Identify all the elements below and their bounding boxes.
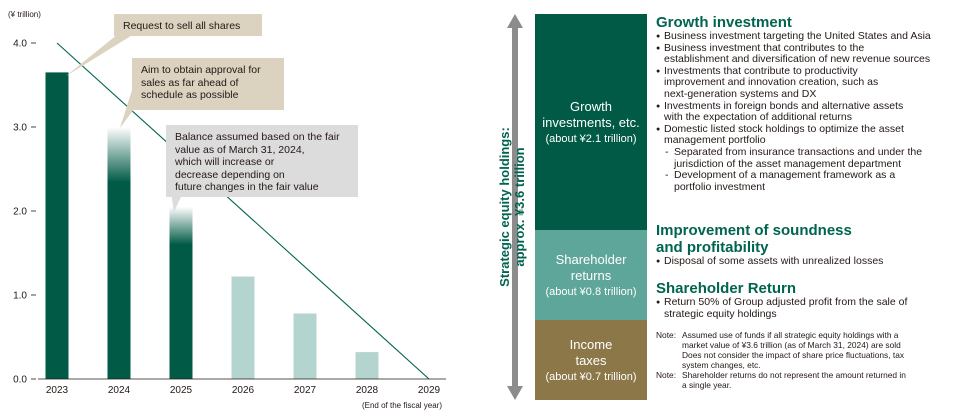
callout-fair-value-line4: decrease depending on [175,168,285,181]
bars [45,72,379,380]
soundness-section: Improvement of soundness and profitabili… [656,222,956,268]
x-tick-label: 2024 [108,385,131,396]
y-axis: 0.0 1.0 2.0 3.0 4.0 [13,39,36,386]
callout-early-approval: Aim to obtain approval for sales as far … [132,58,284,110]
segment-tax-line1: Income [569,336,613,352]
bar-2023 [45,72,69,380]
list-item: Disposal of some assets with unrealized … [656,255,956,268]
bar-2025 [169,206,193,379]
segment-share-line2: returns [570,267,612,283]
trend-line [56,42,430,380]
callout-fair-value-line1: Balance assumed based on the fair [175,131,340,143]
segment-growth-amount: (about ¥2.1 trillion) [545,132,637,145]
strategic-holdings-label: Strategic equity holdings: approx. ¥3.6 … [497,14,527,400]
list-item: Development of a management framework as… [656,170,956,182]
note-2-line1: Shareholder returns do not represent the… [682,370,906,380]
list-item: Investments that contribute to productiv… [656,65,956,78]
segment-growth-line2: investments, etc. [542,114,640,130]
shareholder-return-title: Shareholder Return [656,280,797,297]
note-1: Note: Assumed use of funds if all strate… [656,330,956,370]
list-item: management portfolio [664,134,766,147]
callout-early-approval-line2: sales as far ahead of [141,76,239,89]
note-1-line3: Does not consider the impact of share pr… [682,350,905,360]
shareholder-return-list: Return 50% of Group adjusted profit from… [656,296,956,320]
list-item: jurisdiction of the asset management dep… [674,157,902,170]
callout-early-approval-line3: schedule as possible [141,89,239,101]
list-item: next-generation systems and DX [664,87,817,100]
strategic-holdings-label-line2: approx. ¥3.6 trillion [512,147,527,267]
y-tick-label: 0.0 [13,375,27,386]
list-item: portfolio investment [674,180,766,193]
x-axis: 2023 2024 2025 2026 2027 2028 2029 [38,378,446,396]
x-tick-label: 2023 [46,385,69,396]
list-item: Return 50% of Group adjusted profit from… [656,296,956,309]
callout-fair-value: Balance assumed based on the fair value … [166,125,358,197]
x-tick-label: 2028 [356,385,379,396]
bar-2027 [293,313,317,379]
segment-tax-line2: taxes [575,352,607,368]
y-unit-label: (¥ trillion) [8,10,41,19]
callout-sell-all: Request to sell all shares [114,14,262,36]
list-item: improvement and innovation creation, suc… [664,76,879,89]
x-tick-label: 2029 [418,385,441,396]
x-tick-label: 2026 [232,385,255,396]
soundness-list: Disposal of some assets with unrealized … [656,255,956,268]
x-tick-label: 2027 [294,385,317,396]
segment-shareholder-returns: Shareholder returns (about ¥0.8 trillion… [535,230,647,320]
list-item: Business investment that contributes to … [656,42,956,55]
callout-fair-value-line2: value as of March 31, 2024, [175,143,305,156]
bar-2026 [231,276,255,379]
segment-share-amount: (about ¥0.8 trillion) [545,285,637,298]
y-tick-label: 2.0 [13,207,27,218]
growth-investment-section: Growth investment Business investment ta… [656,14,956,193]
callout-fair-value-line5: future changes in the fair value [175,181,319,193]
note-1-label: Note: [656,330,677,340]
note-1-line1: Assumed use of funds if all strategic eq… [682,330,899,340]
x-axis-note: (End of the fiscal year) [362,401,442,410]
x-tick-label: 2025 [170,385,193,396]
callout-sell-all-text: Request to sell all shares [123,20,241,32]
bar-2028 [355,352,379,379]
list-item: Domestic listed stock holdings to optimi… [656,123,956,136]
shareholder-return-section: Shareholder Return Return 50% of Group a… [656,280,956,320]
segment-growth-investments: Growth investments, etc. (about ¥2.1 tri… [535,14,647,230]
list-item: with the expectation of additional retur… [664,111,852,124]
y-tick-label: 1.0 [13,291,27,302]
segment-tax-amount: (about ¥0.7 trillion) [545,370,637,383]
bar-2024 [107,127,131,379]
double-arrow [507,14,523,400]
growth-investment-title: Growth investment [656,14,792,31]
strategic-holdings-label-line1: Strategic equity holdings: [497,127,512,287]
list-item: Business investment targeting the United… [656,30,956,43]
notes: Note: Assumed use of funds if all strate… [656,330,956,390]
soundness-title-line2: and profitability [656,239,769,256]
list-item: Separated from insurance transactions an… [656,146,956,159]
list-item: establishment and diversification of new… [664,53,931,66]
callout-fair-value-line3: which will increase or [175,156,275,168]
note-2: Note: Shareholder returns do not represe… [656,370,956,390]
note-2-line2: a single year. [682,380,732,390]
callout-early-approval-line1: Aim to obtain approval for [141,64,261,76]
segment-share-line1: Shareholder [555,251,627,267]
segment-income-taxes: Income taxes (about ¥0.7 trillion) [535,320,647,400]
callout-pointer-1 [66,34,134,76]
y-tick-label: 4.0 [13,39,27,50]
note-1-line4: system changes, etc. [682,360,761,370]
list-item: strategic equity holdings [664,307,777,320]
y-tick-label: 3.0 [13,123,27,134]
note-1-line2: market value of ¥3.6 trillion (as of Mar… [682,340,901,350]
soundness-title-line1: Improvement of soundness [656,222,852,239]
note-2-label: Note: [656,370,677,380]
growth-investment-list: Business investment targeting the United… [656,30,956,193]
segment-growth-line1: Growth [570,98,612,114]
list-item: Investments in foreign bonds and alterna… [656,100,956,113]
